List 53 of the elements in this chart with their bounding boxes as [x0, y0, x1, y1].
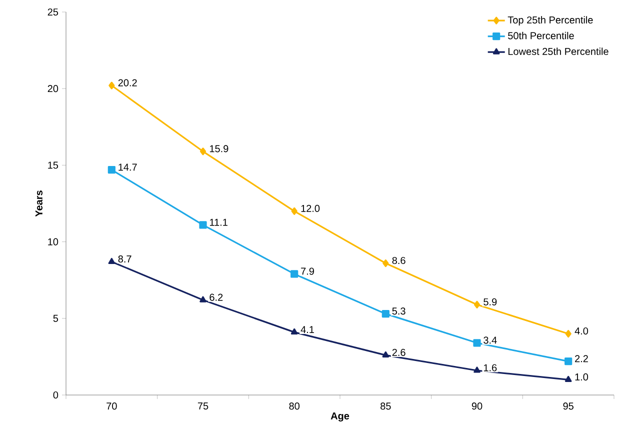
data-label: 1.6 — [484, 364, 497, 372]
point — [290, 328, 298, 334]
data-label: 2.6 — [392, 348, 406, 356]
x-tick-label: 75 — [198, 402, 208, 410]
point — [565, 330, 572, 338]
data-label: 8.6 — [392, 256, 406, 264]
data-label: 4.0 — [574, 327, 588, 335]
point — [382, 259, 389, 268]
y-tick-label: 15 — [48, 162, 58, 169]
point — [199, 221, 207, 229]
x-tick-label: 85 — [380, 402, 391, 410]
data-label: 20.2 — [118, 79, 137, 86]
data-label: 7.9 — [301, 268, 314, 275]
point — [290, 270, 298, 278]
x-tick-label: 80 — [289, 402, 300, 410]
y-tick-label: 5 — [53, 314, 58, 322]
point — [564, 357, 572, 366]
y-tick-label: 0 — [53, 391, 58, 399]
legend-label: Top 25th Percentile — [508, 16, 593, 26]
x-axis-title: Age — [330, 412, 350, 422]
y-tick-label: 10 — [48, 238, 58, 246]
data-label: 2.2 — [575, 355, 588, 362]
x-tick-label: 70 — [106, 402, 117, 410]
x-tick-label: 90 — [472, 402, 482, 410]
legend-label: Lowest 25th Percentile — [508, 48, 608, 55]
data-label: 1.0 — [575, 373, 588, 380]
data-label: 6.2 — [210, 294, 223, 301]
data-label: 12.0 — [301, 204, 320, 212]
data-label: 3.4 — [484, 336, 497, 344]
data-label: 5.9 — [484, 298, 497, 306]
x-tick-label: 95 — [563, 402, 574, 410]
y-tick-label: 25 — [48, 8, 58, 16]
point — [382, 351, 390, 358]
data-label: 11.1 — [210, 218, 228, 226]
point — [564, 376, 572, 382]
point — [474, 300, 480, 308]
point — [108, 82, 115, 90]
data-label: 5.3 — [392, 308, 406, 315]
data-label: 4.1 — [300, 326, 314, 333]
point — [382, 310, 390, 318]
point — [291, 207, 298, 215]
point — [200, 148, 206, 156]
point — [200, 296, 206, 302]
data-label: 8.7 — [118, 255, 132, 263]
point — [108, 166, 116, 174]
data-label: 14.7 — [118, 164, 137, 171]
legend-label: 50th Percentile — [508, 32, 574, 40]
y-tick-label: 20 — [48, 85, 58, 92]
point — [474, 366, 480, 373]
data-label: 15.9 — [210, 145, 228, 152]
point — [473, 339, 481, 347]
point — [108, 258, 116, 264]
y-axis-title: Years — [36, 190, 42, 217]
